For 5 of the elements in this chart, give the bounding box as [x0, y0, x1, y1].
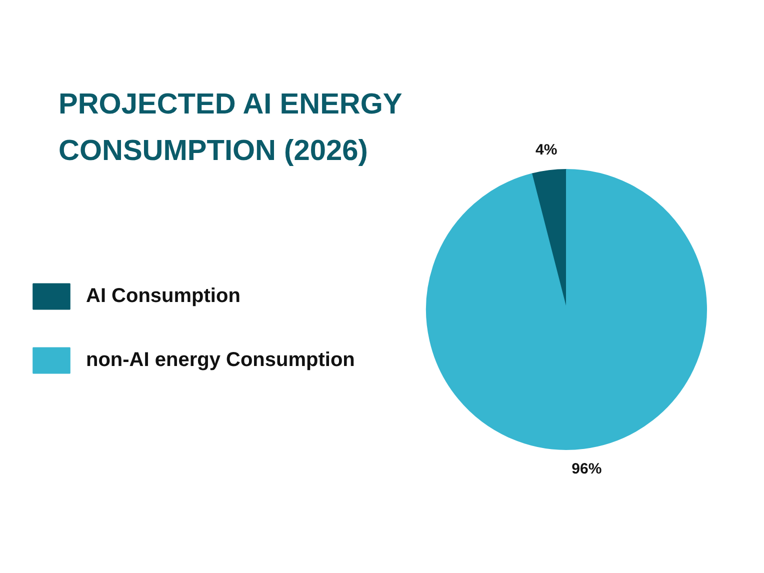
chart-title: PROJECTED AI ENERGY CONSUMPTION (2026): [58, 88, 402, 167]
legend-label: AI Consumption: [86, 284, 240, 308]
data-label: 4%: [535, 141, 558, 158]
data-label: 96%: [572, 460, 602, 478]
legend-label: non-AI energy Consumption: [86, 348, 355, 372]
